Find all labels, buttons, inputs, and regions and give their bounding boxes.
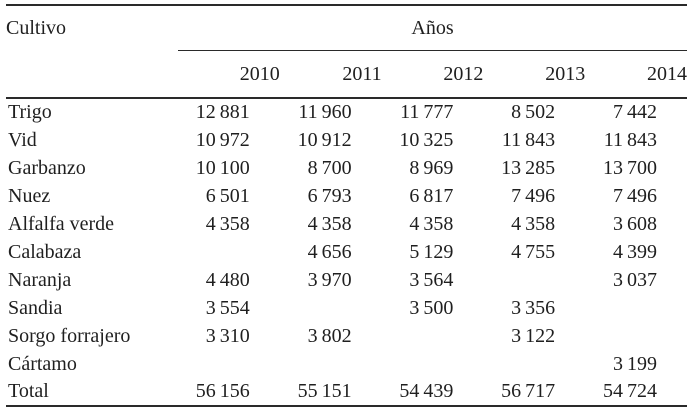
header-empty-cell — [6, 50, 178, 99]
cell-value: 7 442 — [613, 101, 658, 123]
table-row: Garbanzo 10 100 8 700 8 969 13 285 13 70… — [6, 154, 687, 182]
cell-value: 6 501 — [205, 184, 250, 207]
table-body: Trigo 12 881 11 960 11 777 8 502 7 442 V… — [6, 98, 688, 407]
table-row: Total 56 156 55 151 54 439 56 717 54 724 — [6, 378, 688, 407]
cell-value: 7 496 — [613, 184, 658, 207]
row-label: Cártamo — [8, 352, 77, 375]
cell-value: 56 156 — [178, 378, 280, 407]
cell-value: 10 972 — [195, 128, 250, 151]
cell-value: 55 151 — [279, 378, 382, 407]
cell-value: 11 777 — [400, 101, 454, 123]
table-row: Nuez 6 501 6 793 6 817 7 496 7 496 — [6, 182, 687, 210]
cell-value: 8 700 — [307, 156, 352, 179]
row-label: Sandia — [8, 296, 63, 319]
cell-value — [382, 350, 484, 378]
cell-value: 13 700 — [603, 156, 658, 179]
table-row: Cártamo 3 199 — [6, 350, 687, 378]
cell-value — [280, 294, 382, 322]
cell-value: 54 439 — [381, 378, 484, 407]
table-row: Calabaza 4 656 5 129 4 755 4 399 — [6, 238, 687, 266]
table-row: Sandia 3 554 3 500 3 356 — [6, 294, 687, 322]
cell-value: 3 564 — [409, 268, 454, 291]
header-year-2010: 2010 — [178, 50, 280, 99]
cell-value: 56 717 — [483, 378, 586, 407]
row-label: Trigo — [8, 101, 52, 123]
column-header-cultivo: Cultivo — [6, 16, 67, 39]
cell-value: 3 199 — [613, 352, 658, 375]
table-row: Vid 10 972 10 912 10 325 11 843 11 843 — [6, 126, 687, 154]
row-label: Naranja — [8, 268, 72, 291]
table-row: Trigo 12 881 11 960 11 777 8 502 7 442 — [6, 98, 687, 126]
table-header: Cultivo Años 2010 2011 2012 2013 2014 — [6, 5, 688, 99]
cell-value: 11 960 — [298, 101, 352, 123]
row-label: Alfalfa verde — [8, 212, 115, 235]
cell-value: 10 325 — [399, 128, 454, 151]
cell-value: 3 500 — [409, 296, 454, 319]
cell-value: 3 554 — [205, 296, 250, 319]
header-row-spanner: Cultivo Años — [6, 5, 688, 51]
cell-value: 4 358 — [511, 212, 556, 235]
cell-value: 4 755 — [511, 240, 556, 263]
cell-value: 7 496 — [511, 184, 556, 207]
cell-value: 3 802 — [307, 324, 352, 347]
cell-value: 3 122 — [511, 324, 556, 347]
header-row-years: 2010 2011 2012 2013 2014 — [6, 50, 688, 99]
header-year-2014: 2014 — [585, 50, 688, 99]
cell-value — [178, 238, 280, 266]
header-year-2012: 2012 — [381, 50, 484, 99]
column-header-anos-spanner: Años — [178, 5, 688, 51]
cell-value — [585, 294, 687, 322]
cell-value: 3 970 — [307, 268, 352, 291]
cell-value: 8 502 — [511, 101, 556, 123]
row-label: Vid — [8, 128, 37, 151]
cell-value — [280, 350, 382, 378]
cell-value: 12 881 — [195, 101, 250, 123]
table-row: Naranja 4 480 3 970 3 564 3 037 — [6, 266, 687, 294]
header-year-2013: 2013 — [483, 50, 586, 99]
cell-value: 4 358 — [205, 212, 250, 235]
cell-value: 3 310 — [205, 324, 250, 347]
cell-value: 10 100 — [195, 156, 250, 179]
cell-value: 4 480 — [205, 268, 250, 291]
cell-value: 54 724 — [585, 378, 688, 407]
header-year-2011: 2011 — [279, 50, 382, 99]
table-row: Sorgo forrajero 3 310 3 802 3 122 — [6, 322, 687, 350]
row-label: Total — [6, 378, 178, 407]
cell-value: 4 358 — [409, 212, 454, 235]
cell-value: 4 358 — [307, 212, 352, 235]
row-label: Nuez — [8, 184, 51, 207]
cell-value: 5 129 — [409, 240, 454, 263]
row-label: Calabaza — [8, 240, 82, 263]
row-label: Garbanzo — [8, 156, 86, 179]
cell-value: 4 656 — [307, 240, 352, 263]
crops-by-year-table: Cultivo Años 2010 2011 2012 2013 2014 Tr… — [6, 4, 688, 407]
row-label: Sorgo forrajero — [8, 324, 131, 347]
cell-value: 8 969 — [409, 156, 454, 179]
cell-value — [483, 266, 585, 294]
cell-value: 6 817 — [409, 184, 454, 207]
cell-value: 10 912 — [297, 128, 352, 151]
cell-value: 13 285 — [501, 156, 556, 179]
cell-value: 6 793 — [307, 184, 352, 207]
cell-value — [483, 350, 585, 378]
cell-value: 4 399 — [613, 240, 658, 263]
cell-value — [585, 322, 687, 350]
cell-value: 11 843 — [603, 128, 658, 151]
cell-value: 3 356 — [511, 296, 556, 319]
table-row: Alfalfa verde 4 358 4 358 4 358 4 358 3 … — [6, 210, 687, 238]
cell-value: 3 608 — [613, 212, 658, 235]
cell-value — [382, 322, 484, 350]
cell-value — [178, 350, 280, 378]
cell-value: 3 037 — [613, 268, 658, 291]
cell-value: 11 843 — [501, 128, 556, 151]
